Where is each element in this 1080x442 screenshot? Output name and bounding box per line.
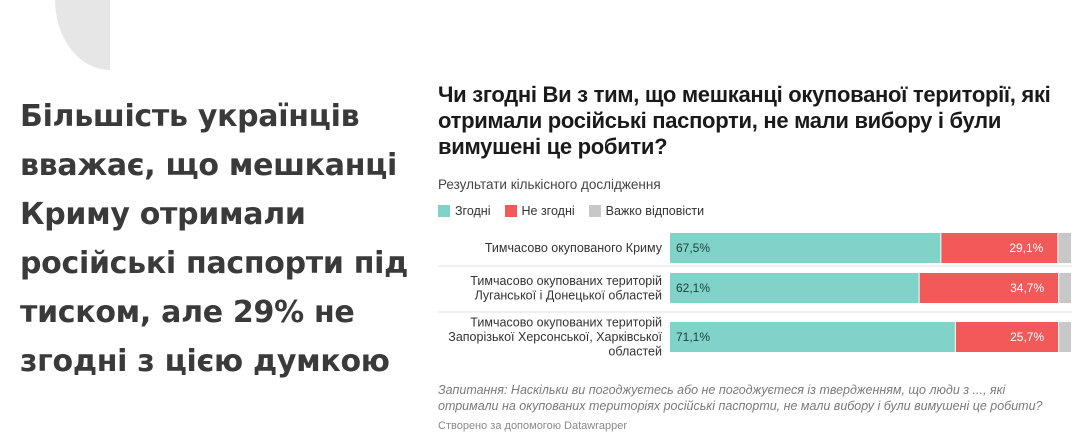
data-label-agree: 71,1% [676, 330, 710, 344]
data-label-disagree: 34,7% [1010, 281, 1044, 295]
data-label-disagree: 29,1% [1009, 241, 1043, 255]
legend-swatch-disagree [504, 205, 517, 217]
bar-hard [1059, 273, 1071, 303]
data-label-agree: 67,5% [676, 241, 710, 255]
bar-disagree [955, 322, 1059, 352]
category-label: Тимчасово окупованих територій Луганської… [470, 274, 662, 303]
legend: Згодні Не згодні Важко відповісти [438, 204, 704, 218]
legend-label-agree: Згодні [455, 204, 491, 218]
bar-agree [670, 273, 919, 303]
headline: Більшість українців вважає, що мешканці … [20, 99, 409, 379]
decorative-arc-icon [55, 0, 110, 70]
bar-agree [670, 233, 941, 263]
legend-item-disagree: Не згодні [504, 204, 575, 218]
data-label-agree: 62,1% [676, 281, 710, 295]
legend-item-hard: Важко відповісти [588, 204, 705, 218]
question-note: Запитання: Наскільки ви погоджуєтесь або… [438, 383, 1043, 413]
credit: Створено за допомогою Datawrapper [438, 420, 627, 432]
legend-swatch-agree [438, 205, 450, 217]
legend-label-disagree: Не згодні [521, 204, 575, 218]
bar-disagree [919, 273, 1059, 303]
bar-agree [670, 322, 955, 352]
chart-title: Чи згодні Ви з тим, що мешканці окупован… [438, 82, 1051, 159]
chart: Чи згодні Ви з тим, що мешканці окупован… [430, 76, 1075, 438]
bar-hard [1058, 233, 1071, 263]
category-label: Тимчасово окупованих територій Запорізько… [448, 316, 662, 359]
bar-hard [1059, 322, 1071, 352]
bar-disagree [941, 233, 1058, 263]
data-label-disagree: 25,7% [1010, 330, 1044, 344]
chart-subtitle: Результати кількісного дослідження [438, 177, 661, 192]
legend-item-agree: Згодні [438, 204, 491, 218]
legend-swatch-hard [588, 205, 601, 217]
category-label: Тимчасово окупованого Криму [485, 241, 663, 255]
legend-label-hard: Важко відповісти [605, 204, 705, 218]
bar-plot: Тимчасово окупованого Криму 67,5% 29,1% Тим… [438, 233, 1072, 359]
